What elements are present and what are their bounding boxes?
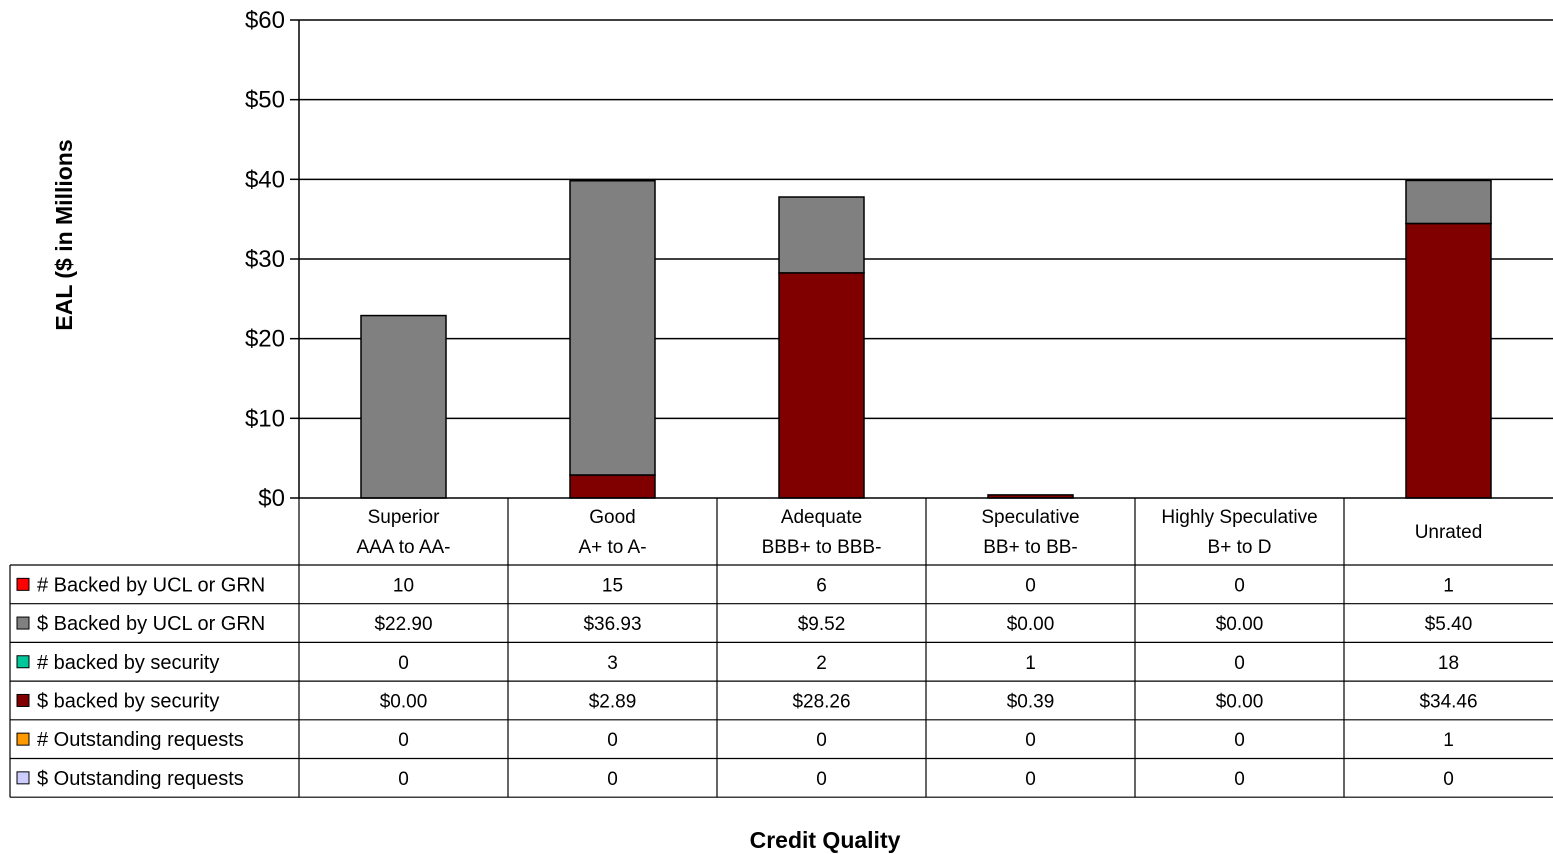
table-cell-value: 15 xyxy=(602,575,623,596)
bar-segment xyxy=(1405,179,1492,225)
table-cell-value: $28.26 xyxy=(792,691,850,712)
bar-segment xyxy=(778,272,865,499)
y-tick-label: $40 xyxy=(245,166,285,193)
table-cell-value: 0 xyxy=(1025,769,1036,790)
table-cell-value: 18 xyxy=(1438,653,1459,674)
table-row-label: $ backed by security xyxy=(37,690,219,712)
bars xyxy=(360,179,1492,499)
category-label: Good xyxy=(589,507,635,528)
table-cell-value: 2 xyxy=(816,653,827,674)
table-cell-value: 0 xyxy=(1234,730,1245,751)
table-cell-value: $5.40 xyxy=(1425,614,1473,635)
data-table: Superior AAA to AA- Good A+ to A- Adequate BB… xyxy=(9,498,1553,798)
legend-key xyxy=(16,655,30,669)
table-cell-value: $0.00 xyxy=(1216,691,1264,712)
y-tick-labels: $0 $10 $20 $30 $40 $50 $60 xyxy=(245,7,285,512)
table-cell-value: 0 xyxy=(607,769,618,790)
y-tick-label: $50 xyxy=(245,87,285,114)
bar-segment xyxy=(1405,222,1492,499)
table-cell-value: 1 xyxy=(1443,730,1454,751)
bar-segment xyxy=(569,180,656,476)
table-cell-value: 1 xyxy=(1025,653,1036,674)
table-row-label: $ Outstanding requests xyxy=(37,768,244,790)
y-axis-title: EAL ($ in Millions xyxy=(51,139,77,330)
table-cell-value: $22.90 xyxy=(374,614,432,635)
category-label: AAA to AA- xyxy=(357,537,451,558)
table-cell-value: $9.52 xyxy=(798,614,846,635)
table-row-label: # backed by security xyxy=(37,652,219,674)
bar-segment xyxy=(569,474,656,499)
category-label: Superior xyxy=(368,507,440,528)
y-tick-label: $10 xyxy=(245,405,285,432)
y-tick-label: $20 xyxy=(245,326,285,353)
category-label: Highly Speculative xyxy=(1161,507,1317,528)
table-cell-value: 0 xyxy=(1443,769,1454,790)
table-cell-value: 0 xyxy=(1234,769,1245,790)
legend-key xyxy=(16,577,30,591)
category-label: BBB+ to BBB- xyxy=(762,537,882,558)
category-label: Adequate xyxy=(781,507,862,528)
table-cell-value: 0 xyxy=(816,769,827,790)
y-tick-label: $60 xyxy=(245,7,285,34)
table-row-label: $ Backed by UCL or GRN xyxy=(37,613,265,635)
legend-key xyxy=(16,616,30,630)
table-row-label: # Outstanding requests xyxy=(37,729,244,751)
table-cell-value: 10 xyxy=(393,575,414,596)
table-cell-value: 0 xyxy=(398,653,409,674)
table-cell-value: 0 xyxy=(398,730,409,751)
table-cell-value: 0 xyxy=(816,730,827,751)
category-label: Speculative xyxy=(981,507,1079,528)
table-cell-value: 1 xyxy=(1443,575,1454,596)
table-cell-value: 0 xyxy=(607,730,618,751)
table-cell-value: 0 xyxy=(1234,653,1245,674)
y-tick-label: $0 xyxy=(258,485,285,512)
gridlines xyxy=(299,19,1553,420)
category-label: A+ to A- xyxy=(578,537,646,558)
table-cell-value: 0 xyxy=(1025,730,1036,751)
table-cell-value: $2.89 xyxy=(589,691,637,712)
table-cell-value: $0.00 xyxy=(380,691,428,712)
table-cell-value: 3 xyxy=(607,653,618,674)
category-label: Unrated xyxy=(1415,522,1483,543)
category-label: BB+ to BB- xyxy=(983,537,1078,558)
table-row-label: # Backed by UCL or GRN xyxy=(37,574,265,596)
table-cell-value: $34.46 xyxy=(1419,691,1477,712)
table-cell-value: $0.39 xyxy=(1007,691,1055,712)
table-cell-value: 0 xyxy=(398,769,409,790)
table-cell-value: $0.00 xyxy=(1216,614,1264,635)
table-cell-value: 6 xyxy=(816,575,827,596)
y-tick-label: $30 xyxy=(245,246,285,273)
category-label: B+ to D xyxy=(1208,537,1272,558)
legend-key xyxy=(16,771,30,785)
bar-segment xyxy=(360,314,447,499)
table-cell-value: $36.93 xyxy=(583,614,641,635)
bar-segment xyxy=(778,196,865,274)
table-cell-value: 0 xyxy=(1025,575,1036,596)
table-cell-value: $0.00 xyxy=(1007,614,1055,635)
x-axis-title: Credit Quality xyxy=(750,827,901,853)
legend-key xyxy=(16,732,30,746)
legend-key xyxy=(16,693,30,707)
table-cell-value: 0 xyxy=(1234,575,1245,596)
